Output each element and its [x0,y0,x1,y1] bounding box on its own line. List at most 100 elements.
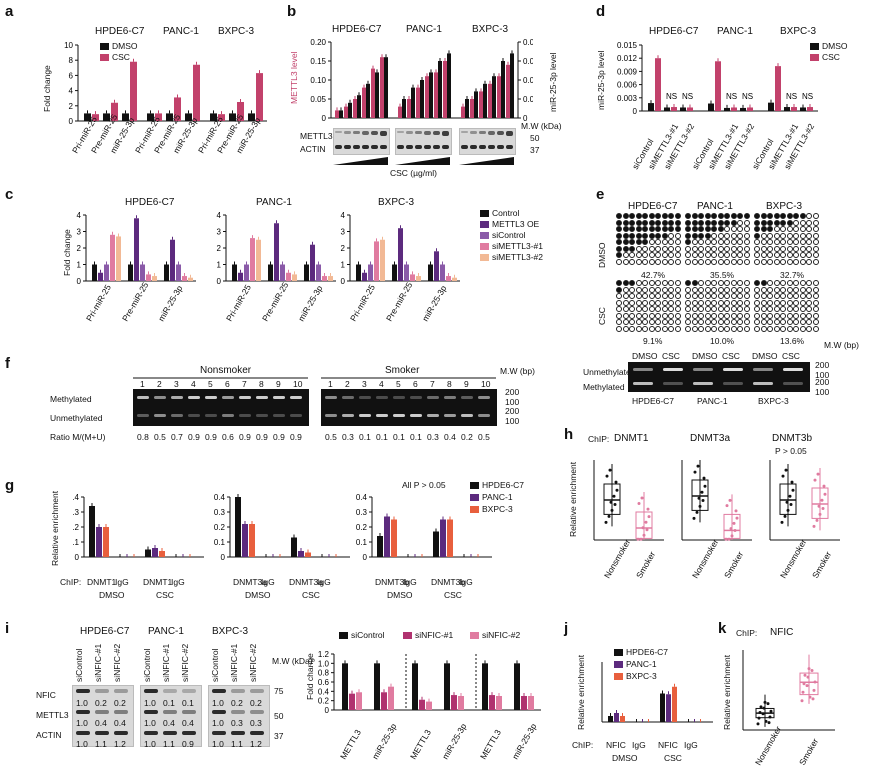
unmethylated-cpg [711,252,717,258]
i-band-mettl3 [95,710,109,714]
f-band-methylated [256,396,268,399]
unmethylated-cpg [629,325,635,332]
f-band-methylated [478,396,490,399]
h-point [791,488,795,492]
i-lane-label: siControl [142,648,152,682]
h-point [605,474,609,478]
i-band-mettl3 [163,710,177,714]
f-ratio-value: 0.3 [342,432,354,442]
b-bar-mettl3 [479,91,483,118]
unmethylated-cpg [661,299,668,306]
f-band-unmethylated [154,414,166,417]
unmethylated-cpg [760,325,767,332]
d-bar-csc [747,107,753,111]
g-antibody-label: DNMT1 [143,577,173,587]
k-point [811,697,815,701]
unmethylated-cpg [616,258,622,265]
b-bar-mir [474,91,478,118]
b-mw-50: 50 [530,133,540,143]
unmethylated-cpg [668,239,674,245]
h-point [727,537,731,541]
unmethylated-cpg [704,319,711,325]
unmethylated-cpg [629,258,635,265]
unmethylated-cpg [730,299,737,306]
h-point [645,528,649,532]
d-bar-dmso [648,103,654,111]
methylated-cpg [674,219,681,226]
d-ns-label: NS [682,92,693,101]
f-band-unmethylated [393,414,405,417]
i-mw: 50 [274,711,284,721]
k-box [799,672,819,696]
panel-label-e: e [596,186,605,203]
unmethylated-cpg [648,293,655,299]
i-ratio-actin: 1.1 [163,739,175,749]
b-xlabel: CSC (µg/ml) [390,168,437,178]
unmethylated-cpg [698,293,704,299]
unmethylated-cpg [661,280,668,286]
c-sub-tick-label: 2 [341,244,346,253]
g-tick-label: 0.3 [72,508,80,517]
unmethylated-cpg [743,226,750,232]
unmethylated-cpg [780,306,786,312]
unmethylated-cpg [760,239,767,245]
unmethylated-cpg [806,232,812,239]
c-bar-3 [286,272,291,281]
b-band-actin [488,145,495,149]
unmethylated-cpg [616,325,622,332]
unmethylated-cpg [674,325,681,332]
d-bar-dmso [784,107,790,111]
i-xtick-label: METTL3 [338,727,363,761]
i-bar-1 [451,695,457,710]
b-mw-37: 37 [530,145,540,155]
unmethylated-cpg [711,299,717,306]
f-lane-number: 4 [191,379,196,389]
j-bar-1 [614,713,619,722]
h-point [789,502,793,506]
k-point [800,699,804,703]
h-point [780,520,784,524]
i-ratio-mettl3: 1.0 [144,718,156,728]
unmethylated-cpg [685,319,691,325]
c-bar-0 [92,264,97,281]
unmethylated-cpg [812,306,819,312]
unmethylated-cpg [629,312,635,319]
f-ratio-value: 0.1 [410,432,422,442]
unmethylated-cpg [730,280,737,286]
methylated-cpg [622,213,629,219]
b-bar-mettl3 [425,76,429,118]
f-band-unmethylated [239,414,251,417]
b-band-actin [406,145,413,149]
b-bar-mettl3 [470,99,474,118]
unmethylated-cpg [793,325,799,332]
i-ratio-nfic: 0.2 [114,698,126,708]
g-bar-0 [433,531,439,557]
i-bar-1 [489,695,495,710]
c-bar-0 [392,264,397,281]
unmethylated-cpg [806,219,812,226]
unmethylated-cpg [773,299,780,306]
b-band-actin [479,145,486,149]
i-ratio-mettl3: 1.0 [212,718,224,728]
unmethylated-cpg [812,258,819,265]
a-tick-label: 8 [69,56,74,65]
c-bar-3 [322,276,327,281]
unmethylated-cpg [648,286,655,293]
h-point [786,508,790,512]
d-legend-dmso: DMSO [810,41,848,51]
j-bar-2 [620,716,625,722]
i-bar-2 [356,692,362,710]
i-band-mettl3 [212,710,226,714]
i-band-nfic [95,689,109,693]
f-ratio-value: 0.5 [154,432,166,442]
unmethylated-cpg [812,280,819,286]
methylated-cpg [635,239,642,245]
unmethylated-cpg [743,245,750,252]
methylated-cpg [717,226,724,232]
i-bar-0 [342,663,348,710]
b-band-actin [397,145,404,149]
unmethylated-cpg [786,239,793,245]
chart-g: 0 0.1 0.2 0.3 0.4 0 0.1 0.2 0.3 0.4 0 0.1 0.2 0.3 0.4 [72,493,492,562]
e-gel-mw: 100 [815,370,830,380]
unmethylated-cpg [793,319,799,325]
